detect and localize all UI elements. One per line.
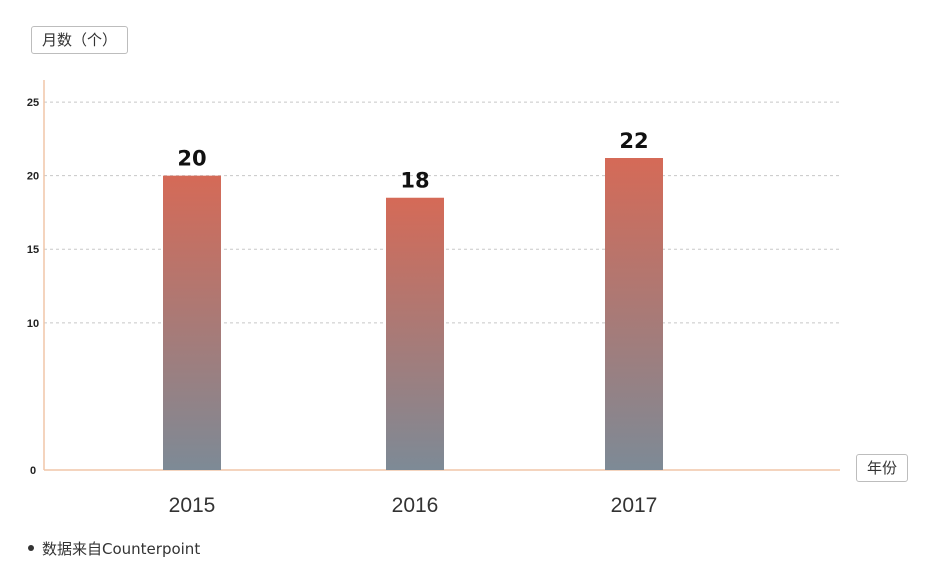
x-tick-2017: 2017 [611,494,658,517]
y-tick-0: 0 [30,465,36,477]
x-tick-labels: 2015 2016 2017 [169,494,658,517]
bar-2015 [163,175,221,470]
source-text: 数据来自Counterpoint [42,540,201,558]
value-labels: 20 18 22 [177,129,648,193]
y-tick-labels: 0 10 15 20 25 [27,97,39,477]
x-axis-label: 年份 [856,454,909,482]
y-tick-15: 15 [27,244,39,256]
bullet-icon [28,544,34,551]
value-label-2017: 22 [619,129,648,153]
y-tick-10: 10 [27,318,39,330]
source-note: 数据来自Counterpoint [28,538,200,560]
y-tick-20: 20 [27,171,39,183]
value-label-2016: 18 [400,169,429,193]
y-axis-label: 月数（个） [31,26,129,54]
x-tick-2016: 2016 [392,494,439,517]
x-tick-2015: 2015 [169,494,216,517]
value-label-2015: 20 [177,147,206,171]
bar-2017 [605,158,663,470]
bar-2016 [386,197,444,471]
y-tick-25: 25 [27,97,39,109]
bars [163,158,663,471]
